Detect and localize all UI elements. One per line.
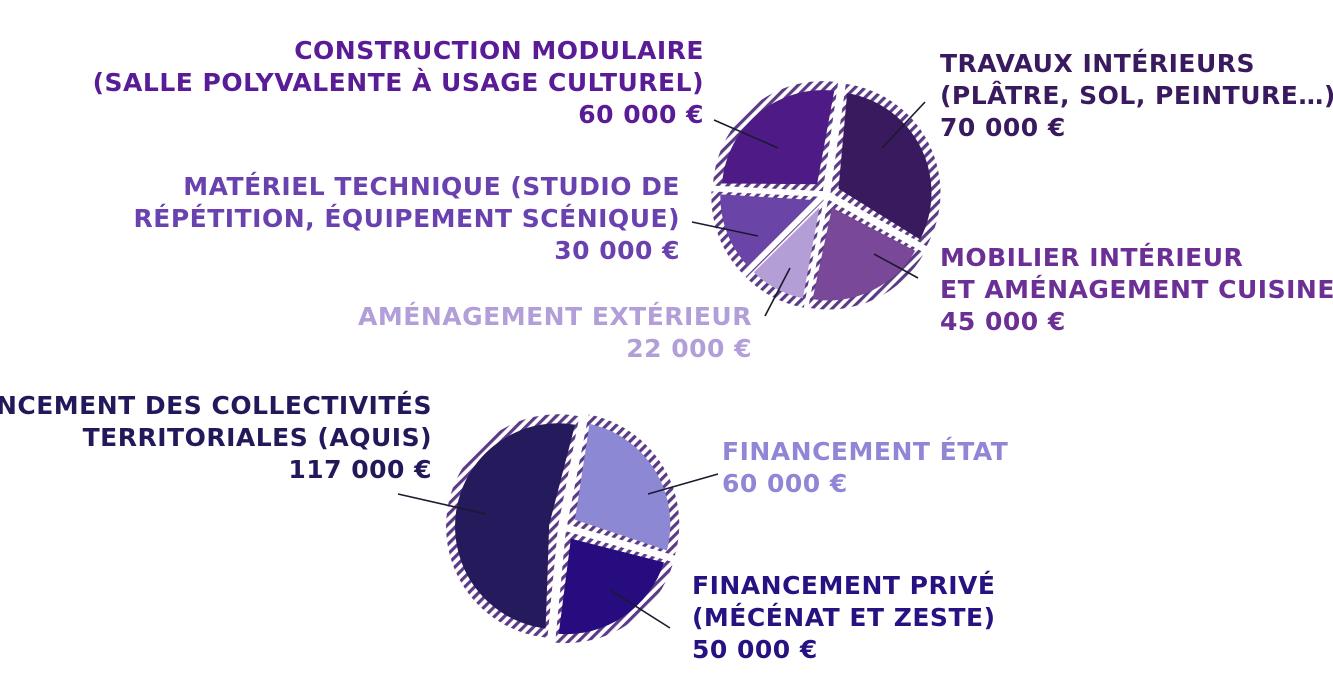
slice-label-line: territoriales (AQUIS) [83, 423, 432, 452]
slice-label-line: Construction modulaire [294, 36, 704, 65]
slice-label-line: 45 000 € [940, 307, 1066, 336]
pie-slice-0-1 [808, 199, 925, 310]
slice-label-line: (Mécénat et Zeste) [692, 603, 996, 632]
leader-line [397, 493, 487, 515]
slice-label-line: 117 000 € [288, 455, 432, 484]
slice-label-line: Matériel technique (studio de [183, 172, 680, 201]
pie-slice-0-4 [712, 81, 839, 192]
pie-slice-0-3 [711, 191, 822, 275]
slice-label-line: Financement privé [692, 571, 995, 600]
leader-line [881, 101, 926, 149]
pie-slice-1-0 [567, 414, 680, 556]
slice-label-line: 60 000 € [722, 469, 848, 498]
leader-line [691, 221, 759, 237]
slice-label-line: 22 000 € [626, 334, 752, 363]
slice-label-line: Financement des collectivités [0, 391, 432, 420]
slice-label-line: (plâtre, sol, peinture…) [940, 81, 1333, 110]
pie-slice-0-2 [745, 199, 824, 308]
slice-label-line: Mobilier intérieur [940, 243, 1243, 272]
slice-label-line: 60 000 € [578, 100, 704, 129]
slice-label-line: et aménagement cuisine [940, 275, 1333, 304]
leader-line [647, 473, 719, 495]
slice-label-line: 30 000 € [554, 236, 680, 265]
pie-slice-0-0 [830, 83, 941, 247]
slice-label-line: 50 000 € [692, 635, 818, 664]
funding-pie-chart: Financement État 60 000 € Financement priv… [0, 391, 1008, 664]
slice-label-line: 70 000 € [940, 113, 1066, 142]
leader-line [713, 119, 779, 149]
slice-label-line: Aménagement extérieur [358, 302, 752, 331]
leader-line [609, 589, 671, 629]
slice-label-line: Financement État [722, 437, 1008, 466]
slice-label-line: (salle polyvalente à usage culturel) [93, 68, 704, 97]
leader-line [764, 267, 791, 317]
expenses-pie-chart: Travaux intérieurs (plâtre, sol, peinture… [93, 36, 1333, 363]
leader-line [873, 253, 919, 279]
pie-slice-1-1 [555, 531, 674, 644]
slice-label-line: Travaux intérieurs [940, 49, 1255, 78]
slice-label-line: répétition, équipement scénique) [134, 204, 681, 233]
pie-slice-1-2 [446, 414, 580, 638]
